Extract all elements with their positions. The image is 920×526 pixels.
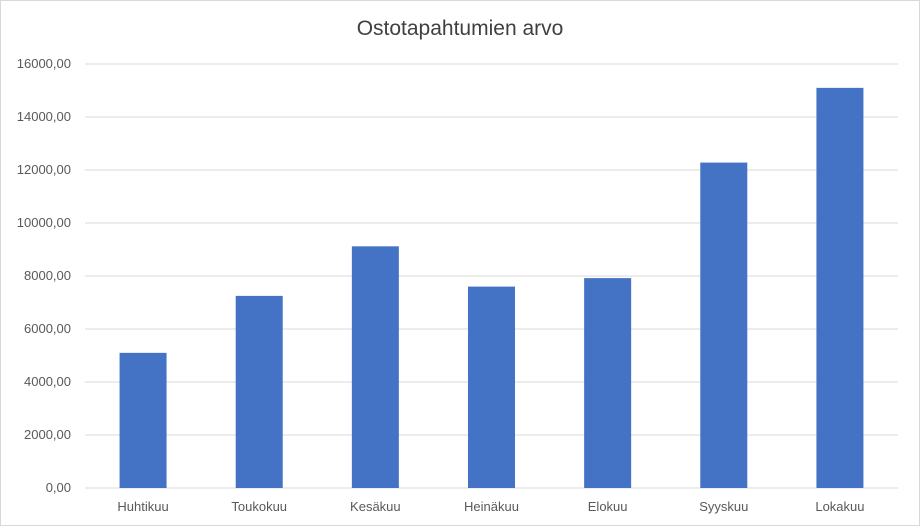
x-tick-label: Heinäkuu [464, 499, 519, 514]
bar-heinäkuu [468, 286, 515, 488]
x-axis-ticks: Huhtikuu Toukokuu Kesäkuu Heinäkuu Elokuu Syy… [117, 499, 864, 514]
bars [119, 87, 864, 488]
y-tick-label: 6000,00 [24, 321, 71, 336]
x-tick-label: Lokakuu [815, 499, 864, 514]
x-tick-label: Syyskuu [699, 499, 748, 514]
x-tick-label: Toukokuu [231, 499, 287, 514]
bar-syyskuu [700, 162, 748, 488]
bar-lokakuu [816, 87, 864, 488]
x-tick-label: Elokuu [588, 499, 628, 514]
y-axis-ticks: 0,00 2000,00 4000,00 6000,00 8000,00 10000,00… [17, 56, 71, 495]
x-tick-label: Huhtikuu [117, 499, 168, 514]
x-tick-label: Kesäkuu [350, 499, 401, 514]
bar-huhtikuu [119, 352, 167, 488]
y-tick-label: 0,00 [46, 480, 71, 495]
y-tick-label: 16000,00 [17, 56, 71, 71]
bar-elokuu [584, 278, 632, 488]
y-tick-label: 14000,00 [17, 109, 71, 124]
y-tick-label: 10000,00 [17, 215, 71, 230]
y-tick-label: 12000,00 [17, 162, 71, 177]
chart-title: Ostotapahtumien arvo [356, 17, 564, 40]
y-tick-label: 2000,00 [24, 427, 71, 442]
y-tick-label: 8000,00 [24, 268, 71, 283]
bar-kesäkuu [351, 246, 399, 488]
y-tick-label: 4000,00 [24, 374, 71, 389]
bar-toukokuu [235, 295, 283, 488]
